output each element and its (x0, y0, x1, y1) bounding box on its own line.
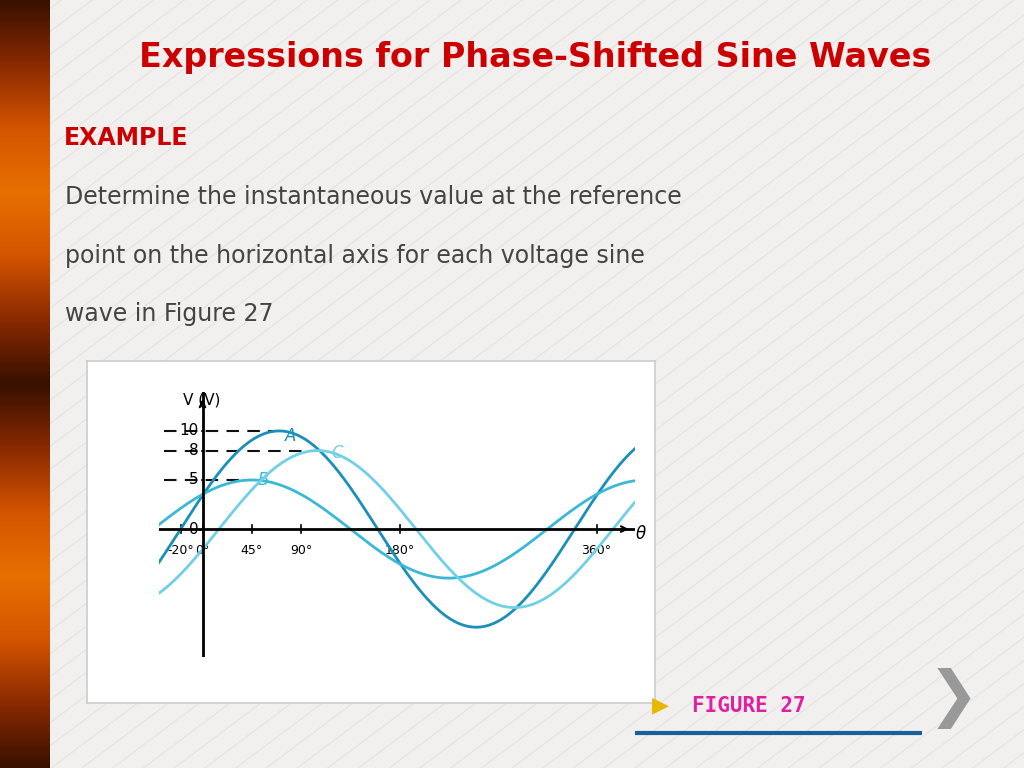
Text: θ: θ (636, 525, 646, 543)
Text: 0: 0 (188, 521, 198, 537)
Text: -20°: -20° (167, 544, 194, 557)
Text: 8: 8 (188, 443, 198, 458)
Text: ❯: ❯ (928, 668, 979, 730)
Text: Expressions for Phase-Shifted Sine Waves: Expressions for Phase-Shifted Sine Waves (139, 41, 932, 74)
Text: ▶: ▶ (652, 696, 670, 716)
Text: FIGURE 27: FIGURE 27 (692, 696, 806, 716)
Text: 360°: 360° (582, 544, 611, 557)
Text: C: C (332, 445, 343, 462)
Text: 10: 10 (179, 423, 198, 439)
Text: V (V): V (V) (183, 392, 220, 407)
Text: 90°: 90° (290, 544, 312, 557)
Text: Determine the instantaneous value at the reference: Determine the instantaneous value at the… (65, 186, 681, 210)
Text: 180°: 180° (384, 544, 415, 557)
Text: wave in Figure 27: wave in Figure 27 (65, 302, 273, 326)
Text: 5: 5 (188, 472, 198, 488)
Text: point on the horizontal axis for each voltage sine: point on the horizontal axis for each vo… (65, 243, 644, 268)
Text: 45°: 45° (241, 544, 263, 557)
Text: A: A (285, 427, 296, 445)
Text: 0°: 0° (196, 544, 210, 557)
Text: B: B (257, 471, 268, 489)
Text: EXAMPLE: EXAMPLE (63, 126, 188, 151)
